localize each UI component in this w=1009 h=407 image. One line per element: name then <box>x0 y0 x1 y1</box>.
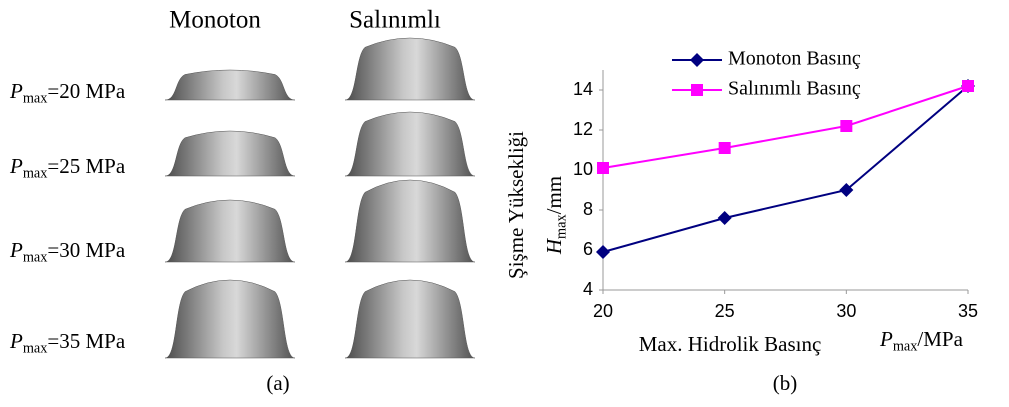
subscript: max <box>23 250 48 266</box>
symbol: P <box>9 238 23 262</box>
label-text: =20 MPa <box>47 79 125 103</box>
subscript: max <box>23 91 48 107</box>
x-tick-label: 30 <box>836 301 856 321</box>
dome-image <box>165 70 295 100</box>
dome-image <box>345 112 475 176</box>
y-tick-label: 10 <box>573 159 593 179</box>
subscript: max <box>893 339 918 355</box>
legend-label: Salınımlı Basınç <box>728 78 861 100</box>
dome-image <box>165 280 295 358</box>
y-tick-label: 6 <box>583 239 593 259</box>
y-axis-label: Şişme Yüksekliği <box>504 131 528 279</box>
symbol: P <box>9 329 23 353</box>
x-axis-label: Max. Hidrolik Basınç <box>639 332 822 356</box>
column-header: Monoton <box>169 7 261 34</box>
y-tick-label: 14 <box>573 79 593 99</box>
subscript: max <box>554 214 570 239</box>
caption: (a) <box>266 371 289 395</box>
legend-marker <box>690 53 704 67</box>
label-text: =35 MPa <box>47 329 125 353</box>
row-label: Pmax=25 MPa <box>9 154 126 182</box>
marker <box>718 211 732 225</box>
y-tick-label: 4 <box>583 279 593 299</box>
column-header: Salınımlı <box>349 7 441 34</box>
label-text: /mm <box>542 176 566 215</box>
row-label: Pmax=20 MPa <box>9 79 126 107</box>
caption: (b) <box>773 371 798 395</box>
dome-image <box>345 38 475 100</box>
subscript: max <box>23 166 48 182</box>
series-line <box>603 86 968 252</box>
label-text: =25 MPa <box>47 154 125 178</box>
marker <box>596 245 610 259</box>
figure: MonotonSalınımlıPmax=20 MPaPmax=25 MPaPm… <box>0 0 1009 407</box>
x-unit-label: Pmax/MPa <box>879 327 964 355</box>
label-text: /MPa <box>917 327 963 351</box>
legend-label: Monoton Basınç <box>728 48 861 70</box>
row-label: Pmax=30 MPa <box>9 238 126 266</box>
x-tick-label: 35 <box>958 301 978 321</box>
marker <box>840 120 852 132</box>
subscript: max <box>23 341 48 357</box>
dome-image <box>165 200 295 262</box>
symbol: P <box>879 327 893 351</box>
marker <box>719 142 731 154</box>
marker <box>962 80 974 92</box>
row-label: Pmax=35 MPa <box>9 329 126 357</box>
dome-image <box>345 180 475 262</box>
x-tick-label: 25 <box>715 301 735 321</box>
y-tick-label: 8 <box>583 199 593 219</box>
dome-image <box>165 131 295 176</box>
x-tick-label: 20 <box>593 301 613 321</box>
legend-marker <box>691 84 703 96</box>
symbol: P <box>9 79 23 103</box>
dome-image <box>345 280 475 358</box>
symbol: P <box>9 154 23 178</box>
y-tick-label: 12 <box>573 119 593 139</box>
y-unit-label: Hmax/mm <box>542 176 570 255</box>
label-text: =30 MPa <box>47 238 125 262</box>
marker <box>597 162 609 174</box>
